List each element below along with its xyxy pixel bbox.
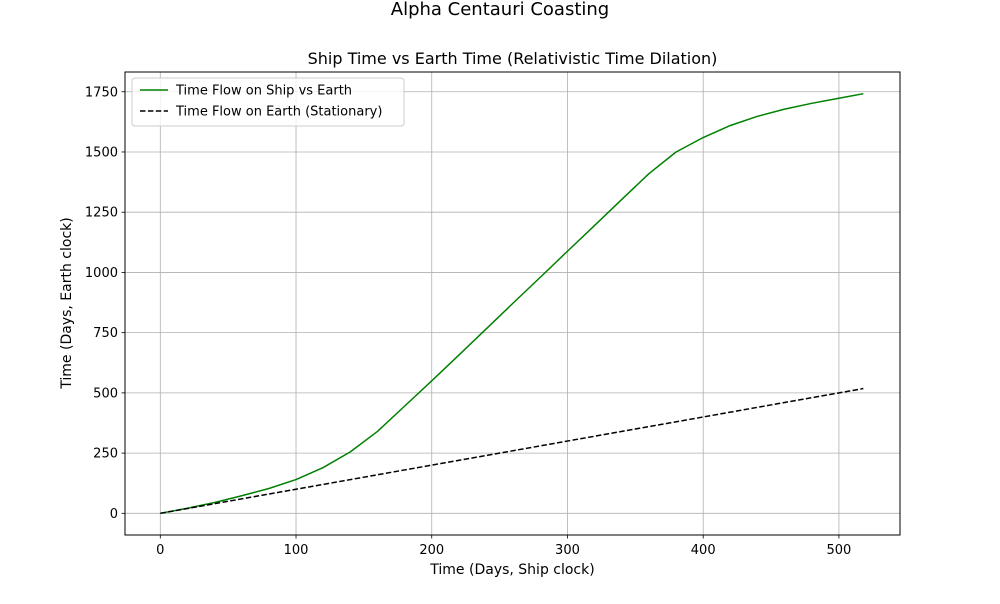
x-tick-label: 300 — [555, 543, 580, 558]
x-axis-label: Time (Days, Ship clock) — [429, 562, 594, 578]
y-tick-label: 500 — [93, 386, 118, 401]
figure-suptitle: Alpha Centauri Coasting — [391, 0, 609, 20]
grid-layer — [125, 72, 900, 535]
x-tick-label: 200 — [419, 543, 444, 558]
series-line-earth-stationary — [160, 387, 864, 515]
legend: Time Flow on Ship vs Earth Time Flow on E… — [131, 77, 405, 127]
y-tick-label: 1000 — [85, 266, 118, 281]
x-tick-label: 100 — [284, 543, 309, 558]
y-axis-label: Time (Days, Earth clock) — [59, 217, 75, 389]
x-tick-label: 500 — [827, 543, 852, 558]
y-tick-label: 250 — [93, 447, 118, 462]
chart-title: Ship Time vs Earth Time (Relativistic Ti… — [308, 49, 718, 68]
x-tick-label: 0 — [156, 543, 164, 558]
series-line-ship-vs-earth — [160, 92, 864, 515]
x-tick-label: 400 — [691, 543, 716, 558]
y-tick-label: 1500 — [85, 145, 118, 160]
ticks-layer: 0 100 200 300 400 500 0 250 500 750 1000 1250 1500 17… — [85, 85, 851, 558]
y-tick-label: 1750 — [85, 85, 118, 100]
legend-box — [131, 77, 405, 127]
y-tick-label: 0 — [110, 507, 118, 522]
legend-label: Time Flow on Earth (Stationary) — [175, 105, 382, 120]
legend-label: Time Flow on Ship vs Earth — [175, 84, 352, 99]
series-layer — [160, 92, 864, 515]
y-tick-label: 1250 — [85, 206, 118, 221]
plot-frame — [124, 71, 901, 536]
y-tick-label: 750 — [93, 326, 118, 341]
